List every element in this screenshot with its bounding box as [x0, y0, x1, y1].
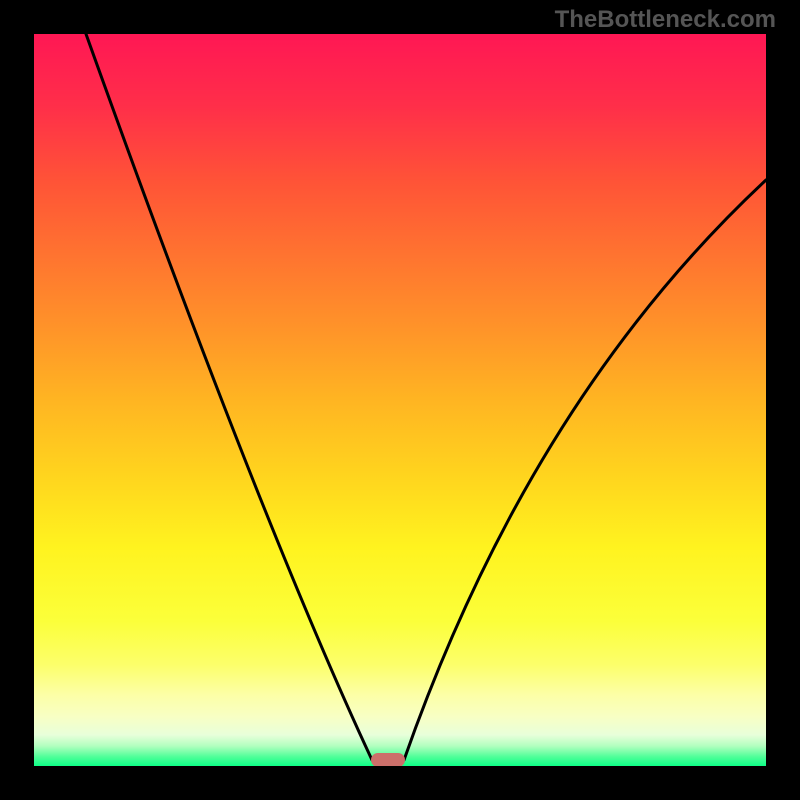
- curve: [0, 0, 800, 800]
- bottleneck-marker: [371, 753, 405, 767]
- chart-container: TheBottleneck.com: [0, 0, 800, 800]
- watermark-text: TheBottleneck.com: [555, 6, 776, 34]
